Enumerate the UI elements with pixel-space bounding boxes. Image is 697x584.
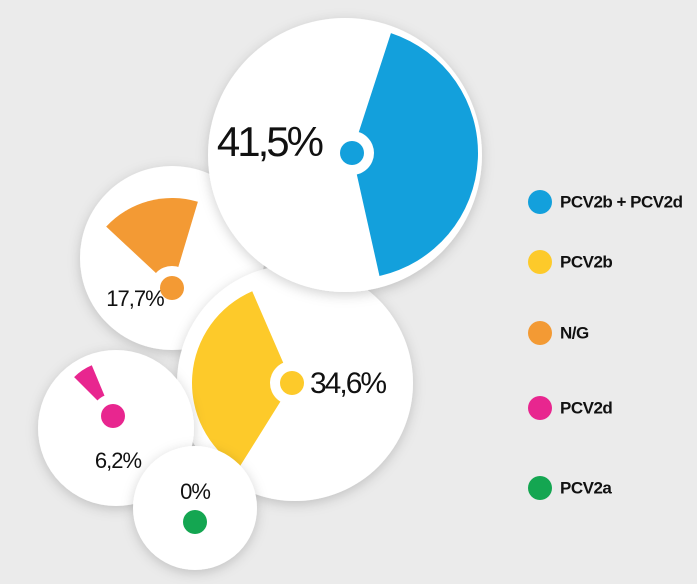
legend-swatch	[528, 476, 552, 500]
hub-dot	[280, 371, 304, 395]
legend-swatch	[528, 396, 552, 420]
hub-dot	[340, 141, 364, 165]
hub-dot	[160, 276, 184, 300]
value-label: 17,7%	[106, 286, 164, 311]
legend-swatch	[528, 250, 552, 274]
wedge	[352, 33, 479, 276]
hub-dot	[183, 510, 207, 534]
value-label: 6,2%	[95, 448, 142, 473]
hub-dot	[101, 404, 125, 428]
wedge	[106, 198, 198, 288]
legend-label: PCV2b	[560, 252, 612, 271]
value-label: 0%	[180, 479, 210, 504]
legend-label: PCV2b + PCV2d	[560, 192, 683, 211]
value-label: 41,5%	[217, 118, 323, 165]
legend-label: N/G	[560, 323, 589, 342]
legend-swatch	[528, 321, 552, 345]
wedge	[192, 291, 292, 468]
legend-swatch	[528, 190, 552, 214]
legend-label: PCV2a	[560, 478, 612, 497]
legend-label: PCV2d	[560, 398, 612, 417]
value-label: 34,6%	[310, 367, 386, 400]
